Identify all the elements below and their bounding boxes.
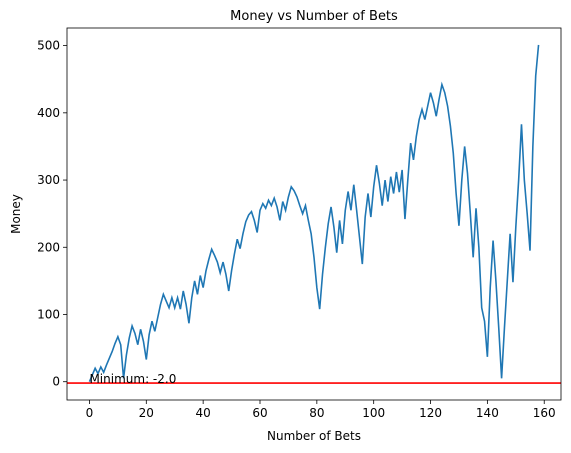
y-tick-label: 500 <box>37 39 60 53</box>
y-tick-label: 0 <box>52 375 60 389</box>
y-tick-label: 100 <box>37 307 60 321</box>
y-tick-label: 300 <box>37 173 60 187</box>
x-tick-label: 80 <box>309 406 324 420</box>
x-axis-label: Number of Bets <box>267 429 361 443</box>
x-tick-label: 0 <box>86 406 94 420</box>
x-tick-label: 140 <box>476 406 499 420</box>
x-tick-label: 100 <box>362 406 385 420</box>
x-tick-label: 160 <box>533 406 556 420</box>
chart-title: Money vs Number of Bets <box>230 9 398 24</box>
data-line <box>88 44 540 383</box>
x-tick-label: 120 <box>419 406 442 420</box>
y-axis-label: Money <box>9 194 23 234</box>
x-tick-label: 60 <box>252 406 267 420</box>
plot-frame <box>66 27 562 401</box>
x-tick-label: 20 <box>139 406 154 420</box>
x-tick-label: 40 <box>196 406 211 420</box>
y-tick-label: 400 <box>37 106 60 120</box>
y-tick-label: 200 <box>37 240 60 254</box>
minimum-annotation: Minimum: -2.0 <box>89 372 176 386</box>
